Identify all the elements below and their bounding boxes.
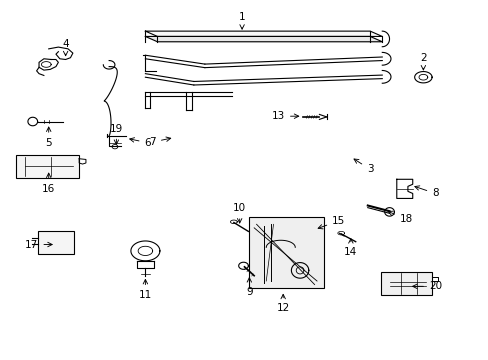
Bar — [381, 272, 431, 295]
Text: 12: 12 — [276, 294, 289, 313]
Text: 19: 19 — [109, 123, 123, 144]
Polygon shape — [145, 36, 382, 42]
Text: 18: 18 — [387, 211, 412, 224]
Text: 5: 5 — [45, 127, 52, 148]
Text: 1: 1 — [238, 12, 245, 29]
Bar — [38, 231, 74, 255]
Text: 13: 13 — [271, 111, 298, 121]
Text: 9: 9 — [245, 278, 252, 297]
Text: 8: 8 — [414, 186, 438, 198]
Text: 11: 11 — [139, 279, 152, 300]
Text: 10: 10 — [233, 203, 246, 223]
Text: 7: 7 — [149, 137, 170, 147]
Text: 15: 15 — [318, 216, 345, 229]
Text: 14: 14 — [344, 239, 357, 257]
Text: 6: 6 — [129, 138, 151, 148]
Bar — [249, 217, 324, 288]
Text: 2: 2 — [419, 53, 426, 70]
Text: 20: 20 — [412, 281, 441, 291]
Bar — [16, 155, 79, 178]
Polygon shape — [145, 31, 382, 36]
Text: 4: 4 — [62, 39, 69, 56]
Text: 16: 16 — [42, 173, 55, 194]
Text: 3: 3 — [353, 159, 373, 174]
Text: 17: 17 — [25, 239, 52, 249]
